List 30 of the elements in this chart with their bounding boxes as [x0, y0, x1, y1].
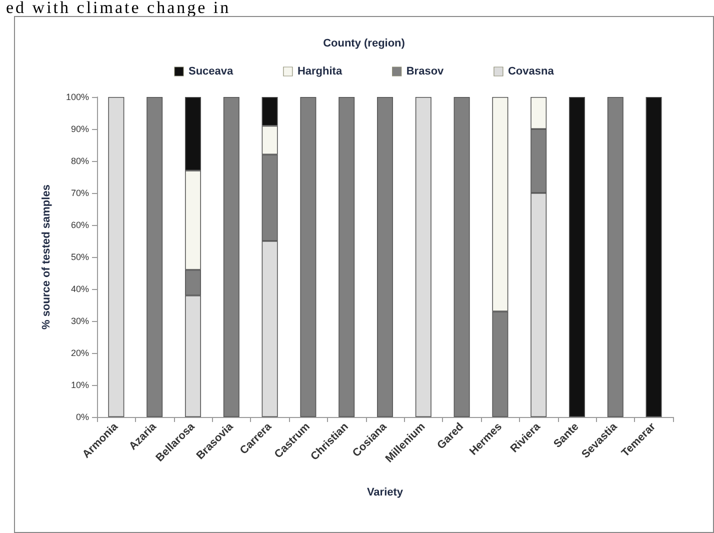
- text: ed with climate change in: [6, 0, 231, 18]
- legend-label: Brasov: [406, 66, 445, 78]
- y-tick-label: 20%: [70, 348, 89, 358]
- y-tick-label: 80%: [70, 156, 89, 166]
- y-tick-label: 60%: [70, 220, 89, 230]
- y-tick-label: 70%: [70, 188, 89, 198]
- y-axis-title: % source of tested samples: [40, 184, 52, 330]
- legend-label: Suceava: [188, 66, 234, 78]
- bar: [377, 97, 393, 417]
- bar: [454, 97, 470, 417]
- legend-label: Harghita: [297, 66, 343, 78]
- y-tick-label: 0%: [76, 412, 89, 422]
- bar: [223, 97, 240, 417]
- y-tick-label: 50%: [70, 252, 89, 262]
- x-axis-title: Variety: [366, 486, 404, 498]
- bar: [415, 97, 432, 417]
- bar: [607, 97, 624, 417]
- bar: [646, 97, 662, 417]
- legend-label: Covasna: [508, 66, 555, 78]
- y-tick-label: 40%: [70, 284, 89, 294]
- y-tick-label: 100%: [66, 92, 89, 102]
- y-tick-label: 30%: [70, 316, 89, 326]
- bar: [146, 97, 163, 417]
- bar: [338, 97, 355, 417]
- bar: [569, 97, 585, 417]
- bar: [300, 97, 316, 417]
- y-tick-label: 10%: [70, 380, 89, 390]
- legend-title: County (region): [323, 38, 406, 50]
- y-tick-label: 90%: [70, 124, 89, 134]
- bar: [108, 97, 124, 417]
